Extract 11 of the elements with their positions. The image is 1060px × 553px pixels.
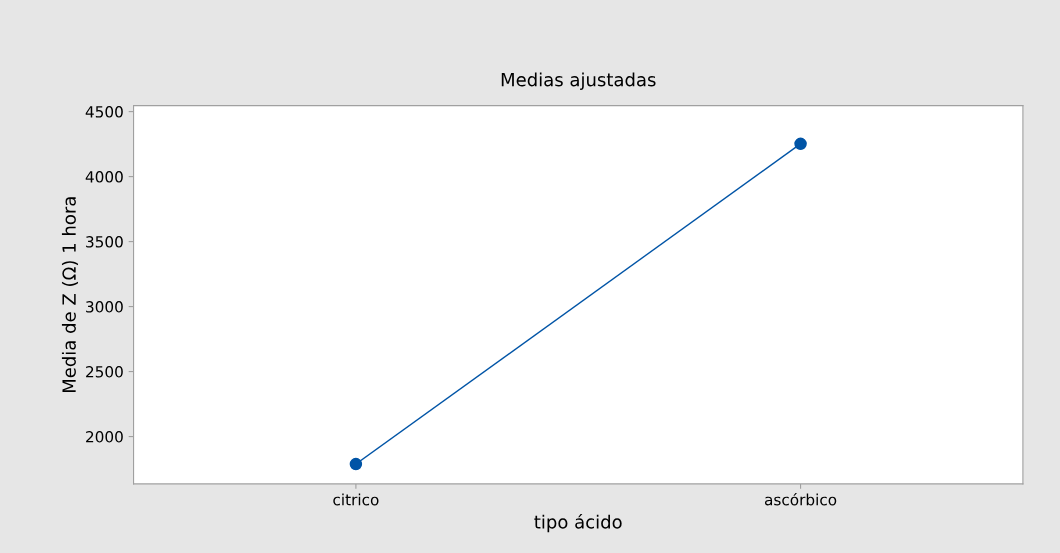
x-tick-label: citrico (333, 493, 379, 506)
y-tick-label: 3500 (86, 236, 123, 248)
chart-title: Medias ajustadas (501, 72, 656, 90)
y-axis-title: Media de Z (Ω) 1 hora (61, 197, 79, 393)
y-tick-label: 4000 (85, 171, 123, 183)
x-tick-label: ascórbico (764, 492, 837, 506)
y-tick-label: 2000 (86, 431, 123, 443)
y-tick-label: 2500 (86, 366, 123, 378)
y-tick-label: 3000 (86, 301, 123, 313)
y-tick-label: 4500 (85, 106, 123, 118)
x-axis-title: tipo ácido (534, 513, 622, 533)
